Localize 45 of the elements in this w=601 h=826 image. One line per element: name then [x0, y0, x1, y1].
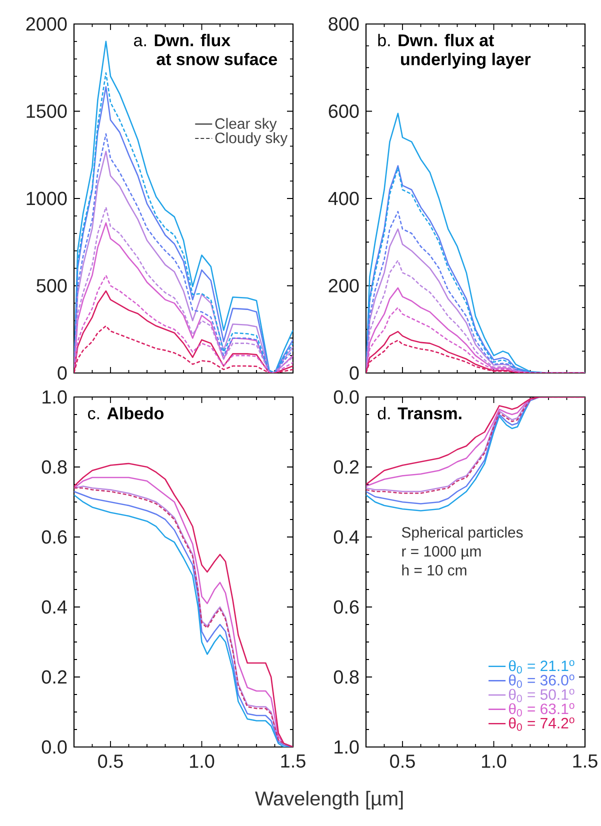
annotation: Cloudy sky — [215, 132, 288, 146]
annotation: Spherical particles — [402, 526, 523, 541]
annotation: h = 10 cm — [402, 564, 466, 576]
x-tick-label: 1.5 — [573, 754, 598, 768]
y-tick-label: 400 — [328, 192, 359, 206]
chart-title: c. Albedo — [88, 406, 164, 420]
x-tick-label: 1.0 — [482, 754, 506, 768]
y-tick-label: 1500 — [26, 104, 67, 118]
legend-label: θ$_{0}$ = 50.1$^{o}$ — [508, 688, 574, 702]
x-tick-label: 0.5 — [98, 754, 123, 768]
y-tick-label: 1.0 — [334, 740, 359, 754]
y-tick-label: 600 — [328, 104, 359, 118]
y-tick-label: 0.8 — [334, 670, 359, 684]
y-tick-label: 0.2 — [42, 670, 67, 684]
x-tick-label: 1.0 — [190, 754, 214, 768]
annotation: r = 1000 µm — [402, 546, 481, 560]
x-tick-label: 0.5 — [390, 754, 415, 768]
y-tick-label: 0.0 — [334, 390, 359, 404]
text: at snow suface — [156, 52, 278, 66]
y-tick-label: 800 — [328, 17, 359, 31]
y-tick-label: 0.4 — [334, 530, 359, 544]
y-tick-label: 0 — [58, 366, 67, 380]
chart-title: a. Dwn. flux — [134, 34, 230, 46]
y-tick-label: 200 — [328, 279, 359, 292]
x-axis-title: Wavelength [µm] — [255, 790, 403, 810]
annotation: Clear sky — [215, 118, 277, 132]
y-tick-label: 0.6 — [334, 600, 359, 614]
y-tick-label: 0.8 — [42, 460, 67, 474]
y-tick-label: 500 — [36, 279, 67, 292]
y-tick-label: 1000 — [26, 192, 67, 206]
y-tick-label: 0.6 — [42, 530, 67, 544]
y-tick-label: 0.2 — [334, 460, 359, 474]
y-tick-label: 0.4 — [42, 600, 67, 614]
y-tick-label: 0.0 — [42, 740, 67, 754]
text: underlying layer — [401, 52, 531, 69]
chart-title: b. Dwn. flux at — [378, 34, 494, 46]
legend-label: θ$_{0}$ = 63.1$^{o}$ — [508, 703, 574, 716]
legend-label: θ$_{0}$ = 36.0$^{o}$ — [508, 674, 574, 688]
legend-label: θ$_{0}$ = 74.2$^{o}$ — [508, 717, 574, 731]
y-tick-label: 0 — [350, 366, 359, 380]
y-tick-label: 1.0 — [42, 390, 67, 404]
legend-label: θ$_{0}$ = 21.1$^{o}$ — [508, 660, 574, 674]
x-tick-label: 1.5 — [281, 754, 306, 768]
chart-title: d. Transm. — [378, 406, 462, 420]
y-tick-label: 2000 — [26, 17, 67, 31]
